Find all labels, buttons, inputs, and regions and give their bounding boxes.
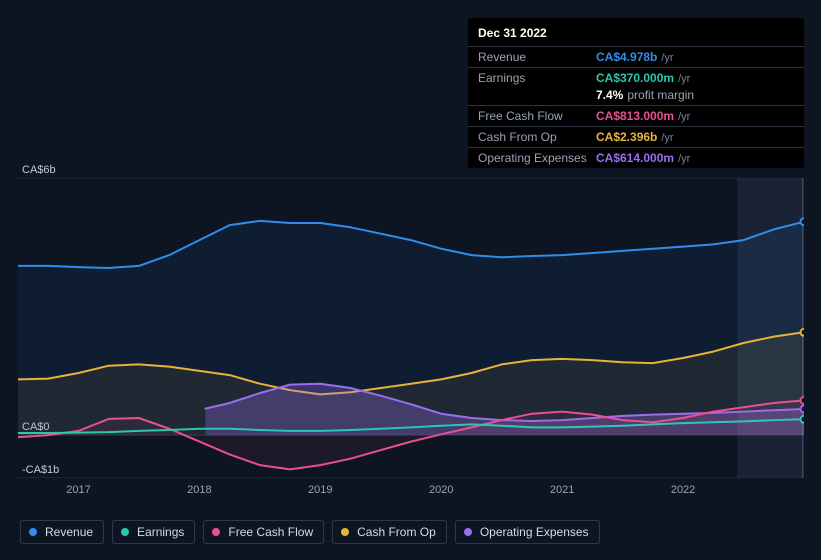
tooltip-row: EarningsCA$370.000m/yr	[468, 67, 804, 88]
chart-plot[interactable]	[18, 178, 804, 478]
tooltip-row-label: Revenue	[478, 50, 596, 64]
x-axis-tick-label: 2021	[550, 484, 574, 496]
tooltip-row-label: Cash From Op	[478, 130, 596, 144]
y-axis-tick-label: CA$6b	[22, 164, 56, 176]
legend-item-label: Free Cash Flow	[228, 525, 313, 539]
tooltip-row-value: CA$614.000m	[596, 151, 674, 165]
tooltip-row-unit: /yr	[661, 52, 673, 64]
tooltip-sub-label: profit margin	[627, 88, 694, 102]
legend-item-label: Operating Expenses	[480, 525, 589, 539]
tooltip-date: Dec 31 2022	[468, 18, 804, 46]
tooltip-row-unit: /yr	[678, 111, 690, 123]
tooltip-rows: RevenueCA$4.978b/yrEarningsCA$370.000m/y…	[468, 46, 804, 168]
x-axis-tick-label: 2018	[187, 484, 211, 496]
chart-tooltip: Dec 31 2022 RevenueCA$4.978b/yrEarningsC…	[468, 18, 804, 168]
legend-dot-icon	[212, 528, 220, 536]
tooltip-row: RevenueCA$4.978b/yr	[468, 46, 804, 67]
legend-item-cfo[interactable]: Cash From Op	[332, 520, 447, 544]
legend-dot-icon	[121, 528, 129, 536]
legend-dot-icon	[29, 528, 37, 536]
tooltip-row-label: Free Cash Flow	[478, 109, 596, 123]
chart-legend: Revenue Earnings Free Cash Flow Cash From O…	[20, 520, 600, 544]
x-axis-tick-label: 2019	[308, 484, 332, 496]
tooltip-subrow: 7.4% profit margin	[468, 88, 804, 105]
legend-item-label: Cash From Op	[357, 525, 436, 539]
legend-item-fcf[interactable]: Free Cash Flow	[203, 520, 324, 544]
tooltip-row-label: Earnings	[478, 71, 596, 85]
tooltip-row: Cash From OpCA$2.396b/yr	[468, 126, 804, 147]
x-axis-tick-label: 2022	[671, 484, 695, 496]
legend-item-earnings[interactable]: Earnings	[112, 520, 195, 544]
legend-item-revenue[interactable]: Revenue	[20, 520, 104, 544]
tooltip-row-label: Operating Expenses	[478, 151, 596, 165]
tooltip-row-value: CA$370.000m	[596, 71, 674, 85]
legend-item-label: Revenue	[45, 525, 93, 539]
legend-item-label: Earnings	[137, 525, 184, 539]
tooltip-row: Free Cash FlowCA$813.000m/yr	[468, 105, 804, 126]
tooltip-row-value: CA$813.000m	[596, 109, 674, 123]
x-axis-tick-label: 2020	[429, 484, 453, 496]
legend-item-opex[interactable]: Operating Expenses	[455, 520, 600, 544]
legend-dot-icon	[341, 528, 349, 536]
tooltip-row-unit: /yr	[678, 153, 690, 165]
tooltip-row-unit: /yr	[678, 73, 690, 85]
tooltip-sub-value: 7.4%	[596, 88, 623, 102]
tooltip-row-value: CA$4.978b	[596, 50, 657, 64]
tooltip-row-value: CA$2.396b	[596, 130, 657, 144]
x-axis-tick-label: 2017	[66, 484, 90, 496]
chart-area[interactable]: CA$6bCA$0-CA$1b 201720182019202020212022	[18, 160, 804, 510]
legend-dot-icon	[464, 528, 472, 536]
tooltip-row: Operating ExpensesCA$614.000m/yr	[468, 147, 804, 168]
financial-chart-container: Dec 31 2022 RevenueCA$4.978b/yrEarningsC…	[0, 0, 821, 560]
tooltip-row-unit: /yr	[661, 132, 673, 144]
